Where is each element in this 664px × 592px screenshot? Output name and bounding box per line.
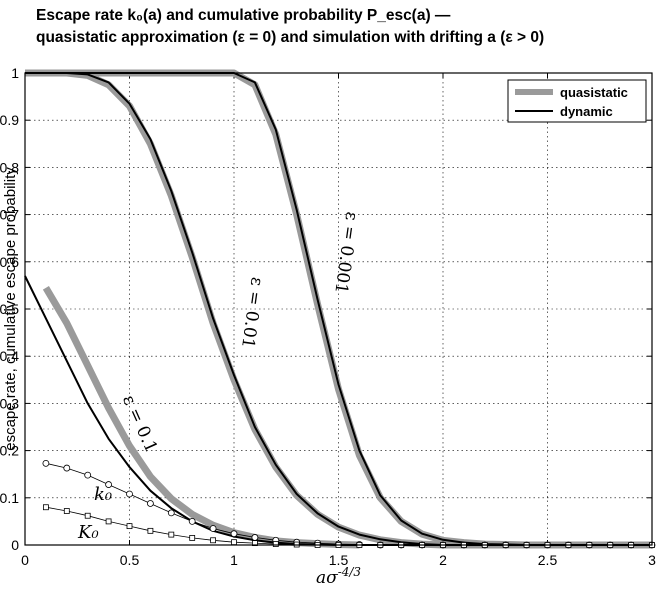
k0-marker (167, 509, 175, 517)
k0-marker (126, 490, 133, 498)
K0-marker (210, 537, 217, 544)
x-tick-label: 0.5 (120, 552, 140, 568)
k0-marker (251, 534, 259, 541)
y-axis-label: escape rate, cumulative escape probabili… (2, 167, 19, 451)
K0-marker (231, 539, 237, 546)
k0-marker (42, 459, 50, 467)
K0-marker (189, 535, 196, 541)
dynamic-curve (25, 72, 652, 546)
y-tick-label: 0.9 (0, 112, 19, 128)
legend-label-quasistatic: quasistatic (560, 85, 628, 100)
K0-marker (63, 508, 70, 514)
y-tick-label: 0.1 (0, 490, 19, 506)
k0-marker (105, 481, 112, 488)
x-tick-label: 1.5 (329, 552, 349, 568)
x-tick-label: 3 (648, 552, 656, 568)
y-tick-label: 0.7 (0, 207, 19, 223)
legend-label-dynamic: dynamic (560, 104, 613, 119)
k0-marker (63, 464, 71, 472)
k0-marker (146, 500, 154, 507)
quasistatic-curve (42, 286, 360, 549)
K0-marker (126, 523, 133, 530)
y-tick-label: 0.6 (0, 254, 19, 270)
curve-label-K0: K₀ (77, 522, 99, 543)
K0-marker (251, 540, 258, 547)
k0-marker (188, 518, 196, 525)
x-tick-label: 1 (230, 552, 238, 568)
curve-label-k0: k₀ (94, 484, 112, 505)
K0-marker (105, 518, 112, 525)
K0-marker (84, 512, 91, 519)
x-tick-label: 2 (439, 552, 447, 568)
k0-marker (84, 471, 92, 479)
y-tick-label: 0.3 (0, 395, 19, 411)
K0-marker (43, 504, 49, 511)
title-line-2: quasistatic approximation (ε = 0) and si… (36, 29, 545, 46)
y-tick-label: 0.5 (0, 301, 19, 317)
y-tick-label: 0.4 (0, 348, 19, 364)
y-tick-label: 1 (11, 65, 19, 81)
y-tick-label: 0.2 (0, 443, 19, 459)
K0-marker (147, 527, 154, 534)
legend-box (507, 79, 647, 123)
x-axis-label: aσ-4/3 (316, 565, 361, 588)
k0-marker (230, 530, 238, 538)
K0-marker (168, 531, 175, 538)
y-tick-label: 0.8 (0, 159, 19, 175)
x-tick-label: 2.5 (538, 552, 558, 568)
k0-marker (209, 525, 217, 532)
chart-title: Escape rate k₀(a) and cumulative probabi… (36, 5, 662, 49)
K0-marker (272, 541, 279, 547)
x-tick-label: 0 (21, 552, 29, 568)
title-line-1: Escape rate k₀(a) and cumulative probabi… (36, 7, 451, 24)
y-tick-label: 0 (11, 537, 19, 553)
axes-frame (24, 72, 653, 546)
